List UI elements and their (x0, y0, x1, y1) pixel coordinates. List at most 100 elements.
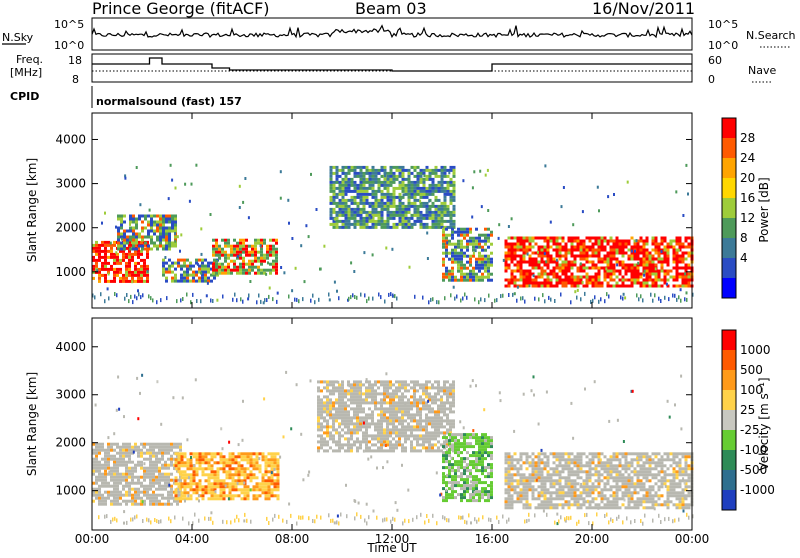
data-cell (526, 240, 529, 243)
data-cell (688, 267, 691, 270)
data-cell (384, 220, 387, 223)
data-cell (619, 240, 622, 243)
data-cell (434, 401, 437, 404)
data-cell (137, 494, 140, 497)
data-cell (359, 383, 362, 386)
data-cell (604, 258, 607, 261)
data-cell (365, 416, 368, 419)
data-cell (481, 433, 484, 436)
data-cell (444, 205, 447, 208)
data-cell (132, 218, 135, 221)
data-cell (330, 214, 333, 217)
data-cell (164, 452, 167, 455)
data-cell (616, 252, 619, 255)
data-cell (104, 250, 107, 253)
data-cell (442, 454, 445, 457)
data-cell (143, 476, 146, 479)
data-cell (414, 208, 417, 211)
data-cell (201, 280, 204, 283)
data-cell (125, 461, 128, 464)
data-cell (571, 249, 574, 252)
data-cell (541, 503, 544, 506)
data-cell (144, 215, 147, 218)
data-cell (190, 488, 193, 491)
data-cell (393, 217, 396, 220)
data-cell (232, 485, 235, 488)
data-cell (257, 269, 260, 272)
data-cell (625, 264, 628, 267)
data-cell (631, 250, 633, 253)
data-cell (162, 262, 165, 265)
data-cell (161, 452, 164, 455)
data-cell (410, 407, 413, 410)
data-cell (95, 497, 98, 500)
data-cell (434, 443, 437, 446)
data-cell (323, 437, 326, 440)
data-cell (348, 181, 351, 184)
data-cell (420, 175, 423, 178)
data-cell (165, 230, 168, 233)
data-cell (288, 222, 290, 225)
data-cell (221, 251, 224, 254)
data-cell (341, 395, 344, 398)
data-cell (360, 214, 363, 217)
data-cell (365, 428, 368, 431)
data-cell (396, 169, 399, 172)
data-cell (523, 476, 526, 479)
data-cell (371, 437, 374, 440)
data-cell (457, 493, 460, 496)
data-cell (122, 280, 125, 283)
data-cell (164, 461, 167, 464)
data-cell (98, 259, 101, 262)
data-cell (532, 458, 535, 461)
data-cell (535, 285, 538, 288)
data-cell (389, 431, 392, 434)
data-cell (634, 279, 637, 282)
data-cell (381, 223, 384, 226)
data-cell (374, 401, 377, 404)
data-cell (362, 401, 365, 404)
data-cell (317, 386, 320, 389)
data-cell (363, 208, 366, 211)
data-cell (339, 208, 342, 211)
data-cell (448, 448, 451, 451)
data-cell (196, 488, 199, 491)
data-cell (451, 469, 454, 472)
data-cell (244, 491, 247, 494)
data-cell (348, 187, 351, 190)
data-cell (454, 261, 457, 264)
data-cell (200, 272, 202, 275)
data-cell (437, 449, 440, 452)
data-cell (520, 240, 523, 243)
data-cell (444, 214, 447, 217)
data-cell (149, 455, 152, 458)
data-cell (125, 455, 128, 458)
data-cell (610, 258, 613, 261)
data-cell (339, 181, 342, 184)
data-cell (422, 296, 424, 300)
data-cell (481, 439, 484, 442)
data-cell (446, 428, 449, 431)
data-cell (535, 279, 538, 282)
data-cell (239, 206, 241, 209)
data-cell (411, 226, 414, 229)
data-cell (104, 476, 107, 479)
data-cell (643, 243, 646, 246)
data-cell (586, 285, 589, 288)
data-cell (422, 383, 425, 386)
data-cell (446, 419, 449, 422)
data-cell (395, 395, 398, 398)
data-cell (104, 467, 107, 470)
data-cell (605, 267, 607, 270)
data-cell (416, 428, 419, 431)
data-cell (448, 493, 451, 496)
data-cell (381, 217, 384, 220)
data-cell (117, 242, 120, 245)
data-cell (544, 476, 547, 479)
data-cell (395, 428, 398, 431)
data-cell (401, 386, 404, 389)
data-cell (535, 497, 538, 500)
data-cell (177, 280, 180, 283)
data-cell (637, 282, 640, 285)
data-cell (420, 223, 423, 226)
